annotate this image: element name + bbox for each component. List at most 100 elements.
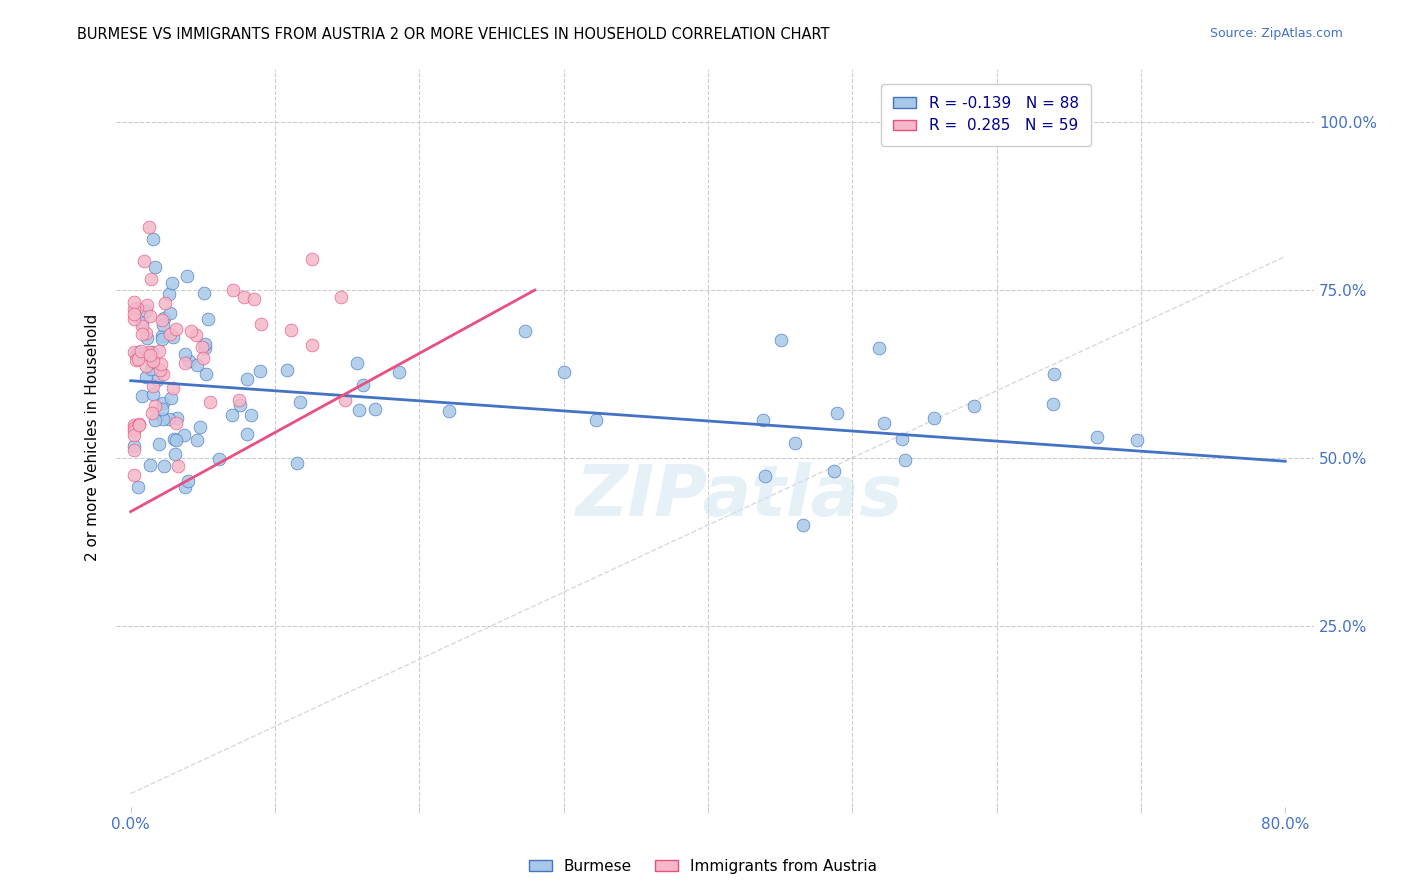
- Point: [129, 343, 152, 358]
- Point: [131, 327, 153, 342]
- Point: [143, 412, 166, 426]
- Point: [162, 329, 184, 343]
- Point: [159, 327, 181, 342]
- Point: [131, 389, 153, 403]
- Point: [122, 301, 145, 316]
- Point: [167, 459, 190, 474]
- Point: [157, 412, 180, 426]
- Point: [131, 318, 153, 333]
- Point: [285, 456, 308, 470]
- Point: [1126, 434, 1149, 448]
- Point: [148, 437, 170, 451]
- Point: [128, 352, 150, 367]
- Point: [122, 439, 145, 453]
- Point: [193, 286, 215, 301]
- Point: [152, 458, 174, 473]
- Point: [1042, 397, 1064, 411]
- Point: [122, 312, 145, 326]
- Point: [301, 337, 323, 351]
- Point: [191, 340, 214, 354]
- Point: [239, 408, 262, 422]
- Point: [208, 452, 231, 467]
- Text: ZIPatlas: ZIPatlas: [575, 462, 903, 532]
- Point: [149, 362, 172, 376]
- Point: [139, 458, 162, 472]
- Point: [276, 363, 298, 377]
- Point: [153, 310, 176, 325]
- Point: [180, 324, 202, 338]
- Point: [138, 345, 160, 359]
- Point: [128, 417, 150, 432]
- Point: [585, 413, 607, 427]
- Point: [184, 327, 207, 342]
- Point: [236, 372, 259, 386]
- Point: [894, 453, 917, 467]
- Point: [163, 432, 186, 446]
- Point: [1042, 367, 1064, 381]
- Point: [890, 432, 912, 446]
- Point: [141, 345, 163, 359]
- Point: [1085, 430, 1108, 444]
- Point: [194, 341, 217, 355]
- Y-axis label: 2 or more Vehicles in Household: 2 or more Vehicles in Household: [86, 314, 100, 561]
- Point: [553, 365, 575, 379]
- Point: [128, 417, 150, 431]
- Point: [922, 411, 945, 425]
- Point: [152, 395, 174, 409]
- Point: [149, 363, 172, 377]
- Point: [139, 271, 162, 285]
- Point: [280, 323, 302, 337]
- Point: [131, 316, 153, 330]
- Point: [135, 369, 157, 384]
- Point: [233, 290, 256, 304]
- Point: [783, 435, 806, 450]
- Point: [143, 399, 166, 413]
- Legend: Burmese, Immigrants from Austria: Burmese, Immigrants from Austria: [523, 853, 883, 880]
- Point: [868, 341, 890, 355]
- Point: [141, 407, 163, 421]
- Point: [333, 393, 356, 408]
- Point: [347, 403, 370, 417]
- Point: [197, 312, 219, 326]
- Point: [138, 309, 160, 323]
- Point: [194, 337, 217, 351]
- Point: [145, 374, 167, 388]
- Point: [195, 367, 218, 381]
- Point: [136, 331, 159, 345]
- Point: [138, 220, 160, 235]
- Point: [122, 467, 145, 482]
- Point: [148, 343, 170, 358]
- Point: [150, 313, 173, 327]
- Point: [159, 306, 181, 320]
- Point: [141, 354, 163, 368]
- Point: [160, 277, 183, 291]
- Legend: R = -0.139   N = 88, R =  0.285   N = 59: R = -0.139 N = 88, R = 0.285 N = 59: [882, 84, 1091, 145]
- Point: [198, 394, 221, 409]
- Point: [301, 252, 323, 266]
- Point: [165, 433, 187, 447]
- Point: [127, 479, 149, 493]
- Point: [150, 402, 173, 417]
- Point: [437, 404, 460, 418]
- Point: [770, 333, 793, 347]
- Point: [165, 322, 187, 336]
- Point: [388, 365, 411, 379]
- Point: [152, 412, 174, 426]
- Point: [177, 475, 200, 489]
- Point: [174, 480, 197, 494]
- Point: [364, 401, 387, 416]
- Point: [823, 464, 845, 478]
- Point: [125, 348, 148, 362]
- Point: [229, 398, 252, 412]
- Point: [177, 354, 200, 368]
- Point: [221, 408, 243, 422]
- Point: [122, 427, 145, 442]
- Point: [150, 357, 173, 371]
- Text: Source: ZipAtlas.com: Source: ZipAtlas.com: [1209, 27, 1343, 40]
- Text: BURMESE VS IMMIGRANTS FROM AUSTRIA 2 OR MORE VEHICLES IN HOUSEHOLD CORRELATION C: BURMESE VS IMMIGRANTS FROM AUSTRIA 2 OR …: [77, 27, 830, 42]
- Point: [142, 386, 165, 401]
- Point: [124, 443, 146, 458]
- Point: [125, 353, 148, 368]
- Point: [166, 410, 188, 425]
- Point: [188, 420, 211, 434]
